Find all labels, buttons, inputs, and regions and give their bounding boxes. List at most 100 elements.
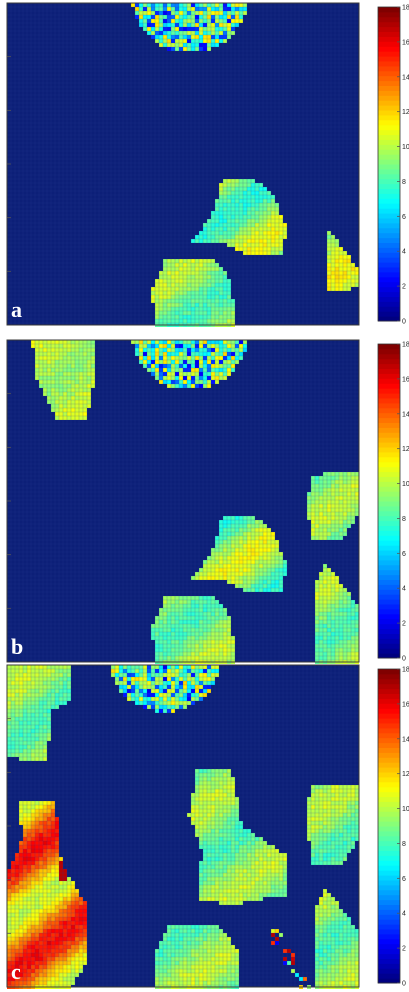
heatmap-cell-left-column xyxy=(11,933,15,937)
heatmap-cell-triangle-mid xyxy=(243,247,247,251)
heatmap-cell-top-semicircle xyxy=(179,673,183,677)
heatmap-cell-center-column xyxy=(227,825,231,829)
heatmap-cell-hexagon-bottom xyxy=(223,299,227,303)
heatmap-cell-center-column xyxy=(223,817,227,821)
heatmap-cell-center-column xyxy=(211,785,215,789)
heatmap-cell-triangle-mid xyxy=(239,520,243,524)
heatmap-cell-triangle-mid xyxy=(223,187,227,191)
heatmap-cell-top-semicircle xyxy=(163,681,167,685)
heatmap-cell-center-column xyxy=(279,865,283,869)
heatmap-cell-top-semicircle xyxy=(167,669,171,673)
heatmap-cell-hexagon-bottom xyxy=(231,299,235,303)
heatmap-cell-left-column xyxy=(79,957,83,961)
heatmap-cell-triangle-mid xyxy=(191,239,195,243)
heatmap-cell-triangle-mid xyxy=(247,207,251,211)
heatmap-cell-top-left-block xyxy=(87,384,91,388)
heatmap-cell-hexagon-bottom xyxy=(227,616,231,620)
heatmap-cell-top-semicircle xyxy=(231,7,235,11)
heatmap-cell-top-semicircle xyxy=(203,31,207,35)
heatmap-cell-triangle-mid xyxy=(239,540,243,544)
heatmap-cell-top-semicircle xyxy=(191,364,195,368)
heatmap-cell-center-column xyxy=(195,797,199,801)
heatmap-cell-left-column xyxy=(15,973,19,977)
heatmap-cell-triangle-mid xyxy=(231,231,235,235)
heatmap-cell-left-column xyxy=(7,961,11,965)
heatmap-cell-top-semicircle xyxy=(159,697,163,701)
heatmap-cell-center-column xyxy=(211,805,215,809)
heatmap-cell-top-left-block xyxy=(55,673,59,677)
heatmap-cell-left-column xyxy=(59,885,63,889)
heatmap-cell-hexagon-bottom xyxy=(211,271,215,275)
heatmap-cell-top-semicircle xyxy=(127,681,131,685)
heatmap-cell-top-semicircle xyxy=(147,669,151,673)
heatmap-cell-top-left-block xyxy=(39,693,43,697)
heatmap-cell-left-column xyxy=(35,893,39,897)
heatmap-cell-triangle-mid xyxy=(203,564,207,568)
heatmap-cell-top-left-block xyxy=(19,717,23,721)
heatmap-cell-center-column xyxy=(219,825,223,829)
heatmap-cell-top-semicircle xyxy=(239,7,243,11)
heatmap-cell-top-left-block xyxy=(63,376,67,380)
heatmap-cell-hexagon-bottom xyxy=(155,315,159,319)
heatmap-cell-top-left-block xyxy=(55,388,59,392)
heatmap-cell-right-upper-block xyxy=(323,508,327,512)
heatmap-cell-hexagon-bottom xyxy=(199,287,203,291)
heatmap-cell-wedge-right xyxy=(331,255,335,259)
colorbar-step xyxy=(378,90,400,96)
heatmap-cell-hexagon-bottom xyxy=(223,616,227,620)
heatmap-cell-triangle-mid xyxy=(227,195,231,199)
heatmap-cell-left-column xyxy=(55,817,59,821)
heatmap-cell-top-semicircle xyxy=(179,372,183,376)
heatmap-cell-left-column xyxy=(67,885,71,889)
heatmap-cell-wedge-right xyxy=(339,283,343,287)
heatmap-cell-right-upper-block xyxy=(355,801,359,805)
heatmap-cell-top-semicircle xyxy=(211,360,215,364)
heatmap-cell-top-left-block xyxy=(43,725,47,729)
heatmap-cell-top-semicircle xyxy=(227,368,231,372)
heatmap-cell-top-left-block xyxy=(71,392,75,396)
heatmap-cell-top-left-block xyxy=(59,685,63,689)
heatmap-cell-hexagon-bottom xyxy=(211,287,215,291)
heatmap-cell-center-column xyxy=(255,841,259,845)
heatmap-cell-triangle-mid xyxy=(219,203,223,207)
heatmap-cell-left-column xyxy=(19,881,23,885)
colorbar-step xyxy=(378,271,400,278)
heatmap-cell-hexagon-bottom xyxy=(219,319,223,323)
heatmap-cell-hexagon-bottom xyxy=(155,616,159,620)
heatmap-cell-top-semicircle xyxy=(155,39,159,43)
heatmap-cell-hexagon-bottom xyxy=(203,616,207,620)
heatmap-cell-right-lower-block xyxy=(315,652,319,656)
heatmap-cell-hexagon-bottom xyxy=(171,291,175,295)
heatmap-cell-top-left-block xyxy=(75,412,79,416)
heatmap-cell-center-column xyxy=(203,845,207,849)
heatmap-cell-center-column xyxy=(195,805,199,809)
heatmap-cell-top-semicircle xyxy=(155,705,159,709)
heatmap-cell-top-semicircle xyxy=(159,7,163,11)
heatmap-cell-center-column xyxy=(203,857,207,861)
heatmap-cell-center-column xyxy=(199,777,203,781)
heatmap-cell-center-column xyxy=(203,833,207,837)
heatmap-cell-wedge-right xyxy=(339,271,343,275)
heatmap-cell-top-left-block xyxy=(23,725,27,729)
heatmap-cell-hexagon-bottom xyxy=(207,608,211,612)
heatmap-cell-left-column xyxy=(75,941,79,945)
heatmap-cell-top-semicircle xyxy=(179,685,183,689)
colorbar-step xyxy=(378,316,400,322)
heatmap-cell-hexagon-bottom xyxy=(211,652,215,656)
heatmap-cell-hexagon-bottom xyxy=(175,648,179,652)
heatmap-cell-center-column xyxy=(235,865,239,869)
colorbar-step xyxy=(378,525,400,531)
heatmap-cell-triangle-mid xyxy=(275,580,279,584)
heatmap-cell-left-column xyxy=(23,981,27,985)
heatmap-cell-top-left-block xyxy=(51,364,55,368)
heatmap-cell-top-semicircle xyxy=(147,356,151,360)
heatmap-cell-triangle-mid xyxy=(211,235,215,239)
heatmap-cell-right-lower-block xyxy=(343,640,347,644)
heatmap-cell-top-semicircle xyxy=(203,19,207,23)
heatmap-cell-top-semicircle xyxy=(159,11,163,15)
heatmap-cell-right-lower-block xyxy=(347,652,351,656)
heatmap-cell-triangle-mid xyxy=(243,564,247,568)
heatmap-cell-top-semicircle xyxy=(155,697,159,701)
heatmap-cell-top-semicircle xyxy=(187,368,191,372)
heatmap-cell-right-upper-block xyxy=(355,785,359,789)
